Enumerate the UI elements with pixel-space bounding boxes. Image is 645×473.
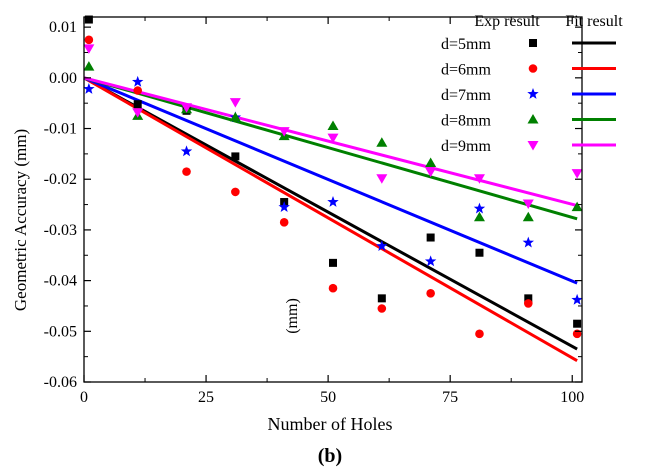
data-point-series-2 <box>84 35 94 45</box>
fit-line-series-4 <box>83 76 578 221</box>
data-point-series-1 <box>573 319 582 328</box>
data-point-series-1 <box>475 248 484 257</box>
data-point-series-2 <box>426 288 435 298</box>
x-tick-label: 25 <box>198 389 214 406</box>
legend-label-series-4: d=8mm <box>441 113 491 130</box>
legend-header-exp: Exp result <box>474 13 540 30</box>
legend-marker-series-2 <box>528 64 538 73</box>
data-point-series-4 <box>425 157 437 167</box>
legend-label-series-2: d=6mm <box>441 62 491 79</box>
data-point-series-3 <box>473 202 486 214</box>
data-point-series-3 <box>522 236 534 248</box>
data-point-series-4 <box>473 211 485 222</box>
fit-line-series-2 <box>83 76 578 363</box>
fit-line-series-5 <box>83 76 578 208</box>
data-point-series-2 <box>328 283 338 293</box>
data-point-series-5 <box>229 98 241 108</box>
y-axis-label: Geometric Accuracy (mm) <box>11 129 30 311</box>
y-tick-label: -0.06 <box>44 374 77 391</box>
legend-marker-series-1 <box>529 39 537 47</box>
data-point-series-5 <box>522 199 534 210</box>
data-point-series-5 <box>571 169 583 179</box>
legend-marker-series-4 <box>527 114 539 124</box>
legend-marker-series-5 <box>527 141 539 151</box>
data-point-series-5 <box>376 174 388 184</box>
data-point-series-1 <box>524 294 533 303</box>
x-tick-label: 0 <box>80 389 88 406</box>
data-point-series-4 <box>571 201 583 212</box>
stray-unit-annotation: (mm) <box>284 298 301 334</box>
data-point-series-1 <box>329 258 337 267</box>
legend-marker-series-3 <box>527 88 539 99</box>
data-point-series-2 <box>475 329 484 339</box>
fit-line-series-3 <box>83 76 578 285</box>
data-point-series-5 <box>83 44 95 54</box>
data-point-series-3 <box>278 201 290 212</box>
data-point-series-5 <box>473 174 485 184</box>
data-point-series-4 <box>522 211 534 222</box>
data-point-series-3 <box>180 145 193 157</box>
data-point-series-4 <box>376 137 388 147</box>
panel-label: (b) <box>318 445 342 467</box>
data-point-series-4 <box>327 120 339 130</box>
data-point-series-4 <box>229 111 241 122</box>
y-tick-label: -0.02 <box>44 171 77 188</box>
y-tick-label: -0.05 <box>44 323 77 340</box>
y-tick-label: 0.01 <box>49 19 77 36</box>
data-point-series-2 <box>182 167 191 176</box>
data-point-series-3 <box>132 75 144 87</box>
data-point-series-2 <box>133 86 143 95</box>
legend-label-series-3: d=7mm <box>441 87 491 104</box>
y-tick-label: -0.03 <box>44 222 77 239</box>
y-tick-label: -0.01 <box>44 121 77 138</box>
data-point-series-3 <box>376 240 388 251</box>
data-point-series-1 <box>426 233 435 242</box>
data-point-series-5 <box>132 108 144 118</box>
data-point-series-3 <box>83 82 95 94</box>
legend-label-series-1: d=5mm <box>441 36 491 53</box>
data-point-series-1 <box>133 100 142 109</box>
x-tick-label: 50 <box>320 389 336 406</box>
data-point-series-2 <box>523 299 533 308</box>
legend-header-fit: Fit result <box>565 13 623 30</box>
data-point-series-2 <box>231 187 240 197</box>
data-point-series-4 <box>83 61 95 71</box>
data-point-series-3 <box>424 255 437 267</box>
legend-label-series-5: d=9mm <box>441 138 491 155</box>
plot-frame <box>83 16 583 383</box>
x-tick-label: 75 <box>442 389 458 406</box>
data-point-series-2 <box>279 218 289 227</box>
data-point-series-5 <box>425 167 437 178</box>
data-point-series-5 <box>327 133 339 144</box>
data-point-series-5 <box>181 103 193 113</box>
data-point-series-1 <box>231 152 240 161</box>
data-point-series-5 <box>278 127 290 137</box>
fit-line-series-1 <box>83 76 578 351</box>
x-axis-label: Number of Holes <box>268 414 393 434</box>
y-tick-label: -0.04 <box>44 273 77 290</box>
data-point-series-2 <box>377 304 387 313</box>
data-point-series-3 <box>327 196 339 207</box>
data-point-series-1 <box>84 15 93 24</box>
y-tick-label: 0.00 <box>49 70 77 87</box>
data-point-series-3 <box>571 293 583 305</box>
data-point-series-1 <box>377 294 386 303</box>
x-tick-label: 100 <box>560 389 584 406</box>
